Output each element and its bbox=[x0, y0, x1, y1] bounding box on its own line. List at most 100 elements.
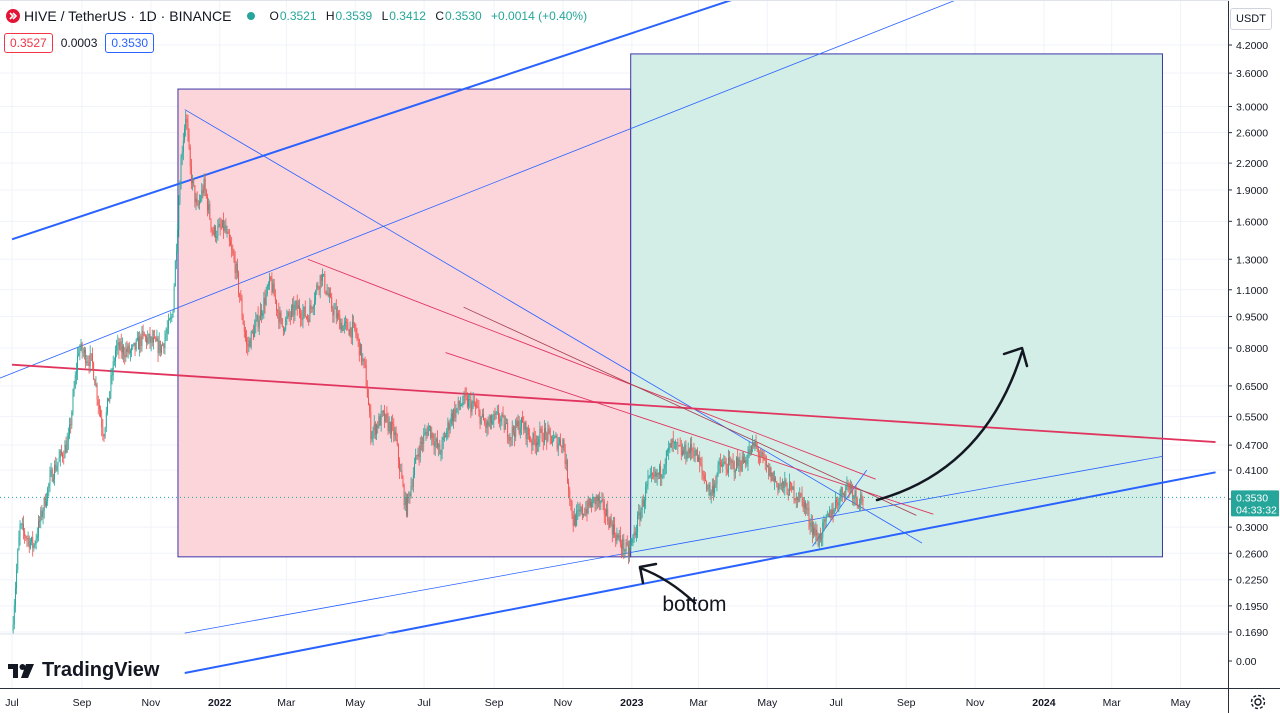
candle-body bbox=[613, 524, 614, 535]
candle-body bbox=[163, 343, 165, 348]
spread-value: 0.0003 bbox=[60, 36, 98, 50]
candle-body bbox=[610, 518, 612, 524]
candle-body bbox=[565, 460, 567, 465]
candle-body bbox=[701, 464, 703, 471]
candle-body bbox=[383, 411, 384, 412]
candle-body bbox=[854, 490, 856, 497]
candle-body bbox=[324, 274, 326, 291]
candle-body bbox=[508, 438, 510, 441]
candle-body bbox=[414, 463, 415, 476]
candle-body bbox=[552, 441, 553, 444]
candle-body bbox=[335, 307, 337, 318]
candle-body bbox=[810, 522, 812, 527]
candle-body bbox=[41, 510, 43, 517]
candle-body bbox=[46, 501, 47, 507]
candle-body bbox=[646, 484, 648, 487]
candle-body bbox=[641, 499, 643, 511]
y-tick-label: 2.2000 bbox=[1236, 158, 1268, 170]
candle-body bbox=[498, 411, 499, 419]
candle-body bbox=[848, 483, 850, 490]
x-tick-label: 2024 bbox=[1032, 697, 1056, 709]
candle-body bbox=[593, 497, 595, 498]
candle-body bbox=[693, 451, 695, 456]
candle-body bbox=[102, 427, 104, 436]
candle-body bbox=[418, 454, 420, 458]
candle-body bbox=[285, 318, 287, 330]
candle-body bbox=[269, 276, 271, 285]
candle-body bbox=[240, 297, 242, 301]
candle-body bbox=[26, 538, 28, 540]
candle-body bbox=[561, 445, 563, 448]
candle-body bbox=[615, 534, 617, 542]
candle-body bbox=[450, 413, 452, 424]
candle-body bbox=[29, 541, 31, 548]
x-tick-label: Nov bbox=[966, 697, 985, 709]
candle-body bbox=[287, 312, 289, 317]
candle-body bbox=[392, 422, 394, 425]
sell-price-button[interactable]: 0.3527 bbox=[4, 33, 53, 53]
candle-body bbox=[24, 530, 26, 537]
candle-body bbox=[709, 484, 711, 496]
candle-body bbox=[66, 440, 68, 453]
candle-body bbox=[38, 520, 39, 536]
candle-body bbox=[296, 301, 298, 309]
symbol-title[interactable]: HIVE / TetherUS · 1D · BINANCE bbox=[24, 8, 232, 24]
candle-body bbox=[468, 399, 469, 407]
tradingview-logo[interactable]: TradingView bbox=[8, 659, 159, 682]
candle-body bbox=[771, 472, 773, 481]
candle-body bbox=[319, 274, 321, 290]
candle-body bbox=[824, 519, 826, 521]
candle-body bbox=[172, 310, 174, 318]
candle-body bbox=[493, 414, 495, 421]
candle-body bbox=[535, 442, 537, 447]
candle-body bbox=[212, 230, 214, 235]
candle-body bbox=[760, 456, 762, 458]
candle-body bbox=[363, 358, 365, 361]
candle-body bbox=[334, 307, 336, 310]
candle-body bbox=[86, 361, 88, 364]
candle-body bbox=[140, 336, 142, 347]
candle-body bbox=[36, 535, 38, 539]
candle-body bbox=[768, 465, 770, 476]
candle-body bbox=[50, 469, 52, 475]
candle-body bbox=[98, 405, 100, 410]
candle-body bbox=[685, 444, 687, 459]
candle-body bbox=[233, 253, 235, 259]
candle-body bbox=[189, 147, 191, 167]
candle-body bbox=[738, 459, 740, 466]
candle-body bbox=[851, 485, 852, 489]
candle-body bbox=[209, 204, 211, 219]
candle-body bbox=[788, 482, 790, 496]
candle-body bbox=[153, 337, 154, 343]
gear-icon[interactable] bbox=[1249, 693, 1267, 711]
buy-price-button[interactable]: 0.3530 bbox=[105, 33, 155, 53]
candle-body bbox=[526, 427, 528, 440]
x-tick-label: Mar bbox=[277, 697, 296, 709]
open-value: 0.3521 bbox=[279, 9, 317, 23]
candle-body bbox=[178, 203, 180, 230]
candle-body bbox=[645, 486, 647, 501]
currency-button[interactable]: USDT bbox=[1230, 8, 1272, 30]
candle-body bbox=[716, 474, 718, 484]
candle-body bbox=[320, 274, 322, 281]
candle-body bbox=[254, 326, 256, 338]
last-price-label: 0.3530 bbox=[1236, 492, 1268, 504]
candle-body bbox=[73, 387, 75, 394]
candle-body bbox=[499, 418, 501, 422]
candle-body bbox=[601, 499, 603, 501]
candle-body bbox=[805, 501, 806, 509]
candle-body bbox=[640, 510, 642, 521]
candle-body bbox=[185, 118, 187, 129]
candle-body bbox=[518, 421, 520, 434]
candle-body bbox=[466, 396, 468, 407]
candle-body bbox=[611, 523, 613, 535]
candle-body bbox=[661, 474, 663, 478]
y-tick-label: 0.2600 bbox=[1236, 548, 1268, 560]
candle-body bbox=[312, 306, 314, 309]
candle-body bbox=[794, 499, 796, 501]
candle-body bbox=[586, 508, 588, 513]
x-tick-label: May bbox=[757, 697, 778, 709]
candle-body bbox=[799, 492, 801, 501]
candle-body bbox=[219, 223, 221, 228]
